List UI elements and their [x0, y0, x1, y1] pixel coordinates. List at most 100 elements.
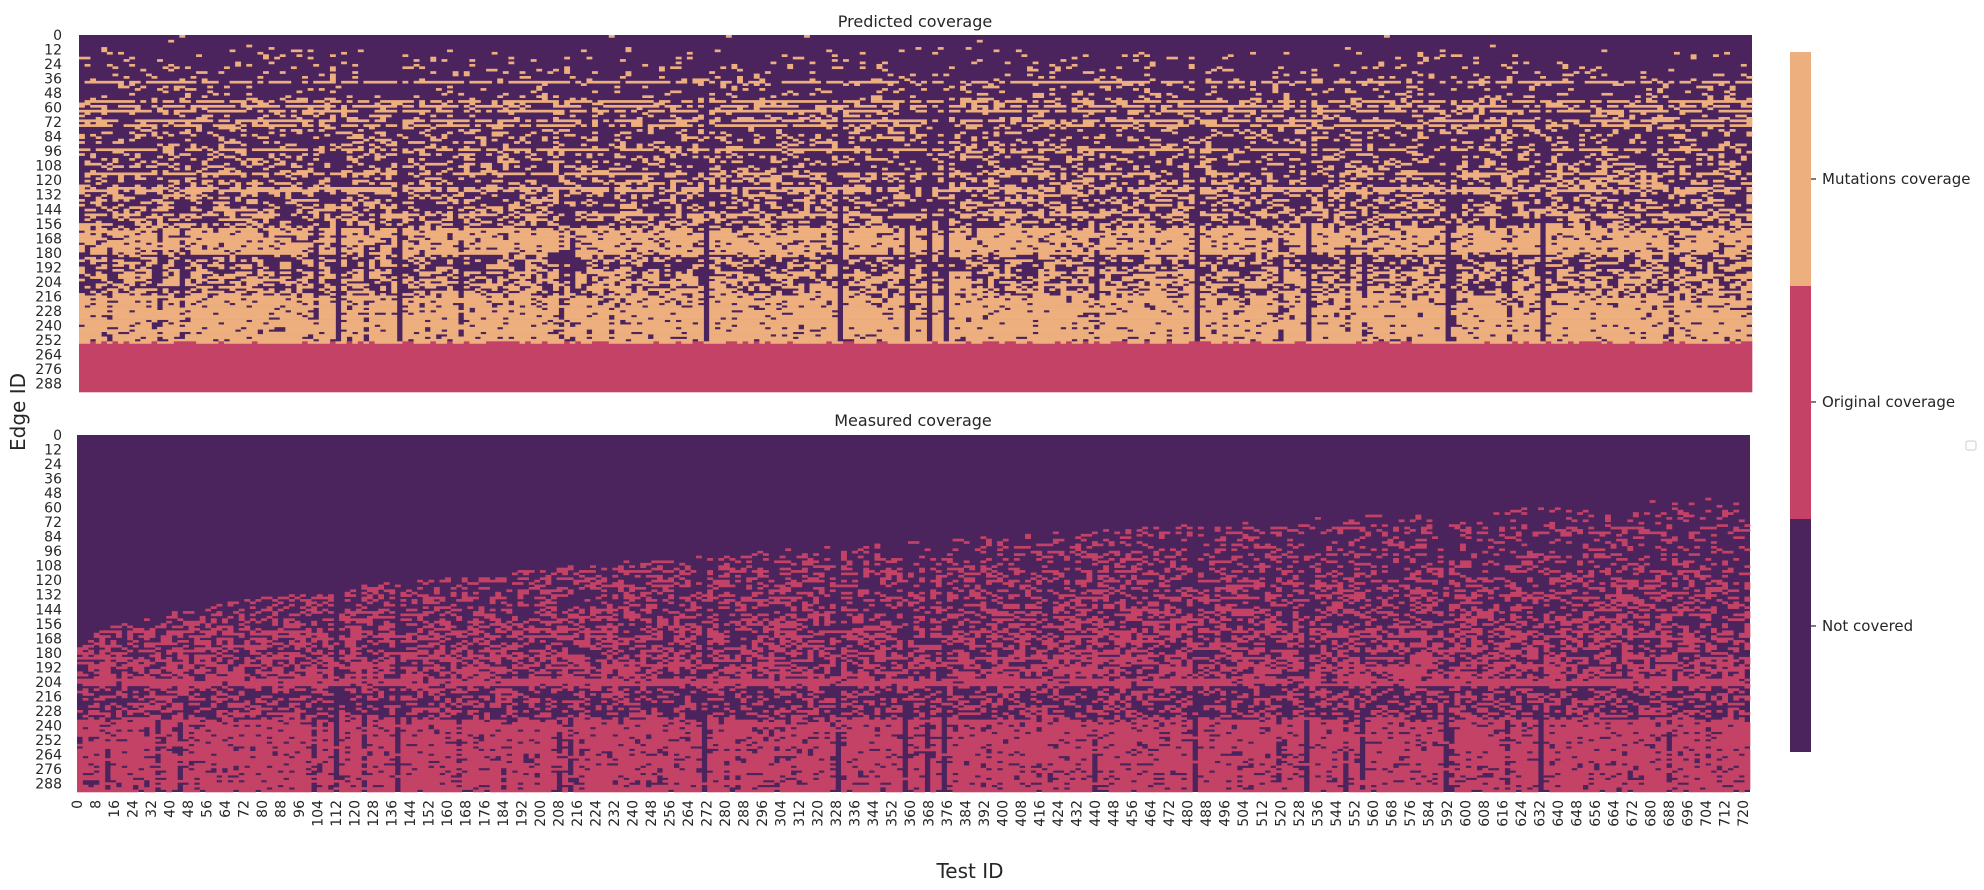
heatmap-cell	[658, 165, 665, 168]
heatmap-cell	[1227, 54, 1234, 58]
heatmap-cell	[792, 150, 805, 154]
heatmap-cell	[982, 259, 989, 263]
heatmap-cell	[408, 158, 414, 161]
heatmap-cell	[162, 100, 175, 103]
heatmap-cell	[90, 215, 97, 219]
heatmap-cell	[1556, 136, 1563, 140]
heatmap-cell	[123, 76, 130, 79]
heatmap-cell	[592, 145, 598, 149]
heatmap-cell	[1534, 83, 1541, 86]
heatmap-cell	[84, 230, 141, 234]
heatmap-cell	[932, 225, 939, 229]
heatmap-cell	[1149, 153, 1156, 156]
heatmap-cell	[569, 97, 576, 101]
heatmap-cell	[1099, 85, 1111, 89]
heatmap-cell	[592, 211, 598, 214]
heatmap-cell	[770, 203, 777, 207]
heatmap-cell	[1467, 235, 1513, 238]
heatmap-cell	[1333, 220, 1346, 224]
heatmap-cell	[480, 141, 487, 144]
heatmap-cell	[569, 191, 582, 195]
heatmap-cell	[1238, 242, 1262, 246]
heatmap-cell	[324, 177, 331, 181]
heatmap-cell	[140, 266, 147, 270]
heatmap-cell	[447, 259, 453, 263]
heatmap-cell	[709, 235, 738, 238]
heatmap-cell	[408, 259, 414, 263]
heatmap-cell	[1746, 121, 1753, 125]
heatmap-cell	[1517, 208, 1524, 212]
heatmap-cell	[463, 186, 476, 190]
heatmap-cell	[614, 85, 621, 89]
heatmap-cell	[313, 215, 320, 219]
heatmap-cell	[781, 80, 821, 84]
heatmap-cell	[1132, 208, 1139, 212]
heatmap-cell	[1545, 83, 1552, 86]
heatmap-cell	[162, 227, 180, 231]
heatmap-cell	[447, 186, 459, 190]
heatmap-cell	[1601, 124, 1652, 127]
heatmap-cell	[1512, 240, 1541, 243]
heatmap-cell	[1071, 97, 1078, 101]
heatmap-cell	[1205, 223, 1212, 226]
heatmap-cell	[1707, 261, 1714, 265]
heatmap-cell	[497, 155, 509, 159]
heatmap-cell	[1668, 194, 1675, 197]
heatmap-cell	[948, 201, 955, 205]
heatmap-cell	[1272, 276, 1279, 279]
heatmap-cell	[1378, 177, 1385, 181]
heatmap-cell	[558, 177, 565, 181]
heatmap-cell	[240, 160, 247, 164]
heatmap-cell	[759, 191, 766, 195]
heatmap-cell	[1328, 252, 1346, 255]
heatmap-cell	[619, 184, 626, 188]
heatmap-cell	[1199, 247, 1223, 250]
heatmap-cell	[1138, 268, 1156, 272]
heatmap-cell	[1372, 215, 1379, 219]
heatmap-cell	[1233, 177, 1240, 181]
heatmap-cell	[1205, 80, 1223, 84]
heatmap-cell	[1261, 131, 1268, 135]
heatmap-cell	[1517, 211, 1530, 214]
heatmap-cell	[658, 119, 699, 123]
heatmap-cell	[101, 47, 108, 50]
heatmap-cell	[1673, 266, 1680, 270]
heatmap-cell	[1712, 211, 1719, 214]
heatmap-cell	[1640, 256, 1652, 260]
heatmap-cell	[1512, 201, 1530, 205]
heatmap-cell	[1724, 97, 1736, 101]
heatmap-cell	[1584, 254, 1591, 258]
heatmap-cell	[887, 131, 905, 135]
heatmap-cell	[1066, 264, 1072, 267]
heatmap-cell	[1155, 95, 1162, 99]
heatmap-cell	[1400, 63, 1407, 67]
heatmap-cell	[564, 100, 593, 103]
heatmap-cell	[1149, 256, 1162, 260]
heatmap-cell	[1467, 208, 1474, 212]
heatmap-cell	[1261, 208, 1268, 212]
heatmap-cell	[341, 189, 392, 193]
heatmap-cell	[826, 189, 838, 193]
heatmap-cell	[1216, 131, 1223, 135]
heatmap-cell	[1116, 133, 1123, 137]
heatmap-cell	[965, 177, 978, 181]
heatmap-cell	[859, 138, 866, 142]
heatmap-cell	[318, 249, 336, 253]
heatmap-cell	[1311, 73, 1318, 77]
heatmap-cell	[1646, 100, 1658, 103]
heatmap-cell	[1646, 126, 1652, 130]
heatmap-cell	[1015, 196, 1022, 200]
heatmap-cell	[201, 182, 208, 185]
heatmap-cell	[831, 145, 838, 149]
heatmap-cell	[1712, 184, 1725, 188]
heatmap-cell	[1595, 179, 1602, 183]
heatmap-cell	[324, 273, 336, 277]
heatmap-cell	[129, 165, 141, 168]
heatmap-cell	[948, 155, 955, 159]
heatmap-cell	[207, 131, 214, 135]
heatmap-cell	[396, 223, 403, 226]
heatmap-cell	[575, 276, 587, 279]
heatmap-cell	[976, 249, 994, 253]
heatmap-cell	[1556, 276, 1563, 279]
heatmap-cell	[670, 223, 682, 226]
